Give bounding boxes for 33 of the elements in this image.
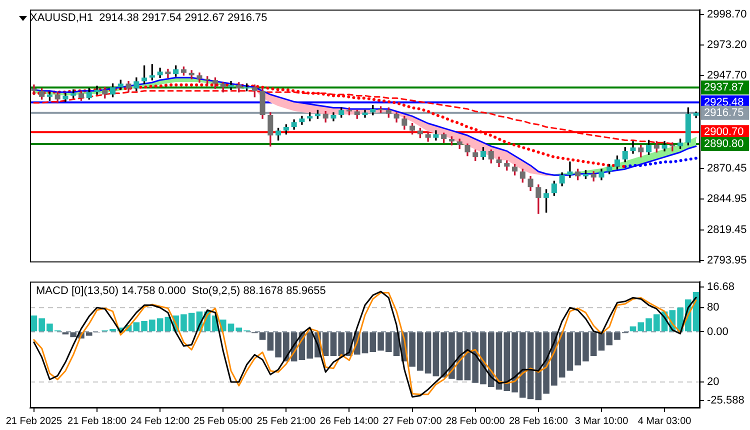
- x-tick-label: 26 Feb 14:00: [320, 416, 380, 427]
- y-tick-label: 2819.45: [707, 224, 747, 236]
- y-tick-label: 2870.45: [707, 162, 747, 175]
- y2-tick-label: 20: [707, 376, 720, 388]
- y-tick-label: 2844.95: [707, 193, 747, 206]
- chart-title: MACD [0](13,50) 14.758 0.000 Sto(9,2,5) 88.1678 85.9655: [36, 285, 326, 297]
- x-tick-label: 27 Feb 07:00: [382, 416, 442, 427]
- x-tick-label: 28 Feb 16:00: [508, 416, 568, 427]
- candlestick: [31, 84, 37, 95]
- x-tick-label: 4 Mar 03:00: [638, 416, 692, 427]
- y-tick-label: 2973.20: [707, 38, 747, 51]
- ref-line-label: 2937.87: [704, 81, 744, 94]
- y-tick-label: 2947.70: [707, 70, 747, 82]
- x-tick-label: 21 Feb 18:00: [68, 416, 127, 427]
- x-tick-label: 25 Feb 05:00: [194, 416, 254, 427]
- x-tick-label: 25 Feb 21:00: [256, 416, 316, 427]
- y-tick-label: 2793.95: [707, 254, 747, 267]
- x-tick-label: 28 Feb 00:00: [446, 416, 506, 427]
- ref-line-label: 2900.70: [704, 126, 744, 138]
- candlestick: [630, 141, 636, 154]
- y-tick-label: -25.588: [707, 394, 744, 407]
- x-tick-label: 3 Mar 10:00: [574, 416, 629, 427]
- candlestick: [567, 162, 573, 178]
- y-tick-label: 2998.70: [707, 8, 747, 20]
- chart-title: XAUUSD,H1 2914.38 2917.54 2912.67 2916.75: [30, 12, 268, 24]
- y2-tick-label: 80: [707, 302, 720, 314]
- ref-line-label: 2925.48: [704, 96, 744, 108]
- x-tick-label: 21 Feb 2025: [6, 416, 62, 427]
- y-tick-label: 0.00: [707, 326, 728, 338]
- x-tick-label: 24 Feb 12:00: [130, 416, 190, 427]
- ref-line-label: 2916.75: [704, 106, 744, 119]
- y-tick-label: 16.68: [707, 280, 735, 293]
- ref-line-label: 2890.80: [704, 138, 744, 150]
